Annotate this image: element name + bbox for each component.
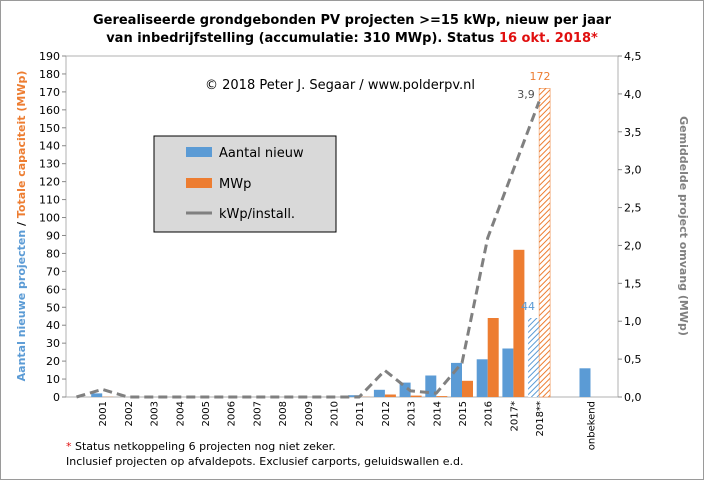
left-axis-ticks: 0 10 20 30 40 50 60 70 80 90 100 110 120 130 140 150 160…	[39, 50, 66, 404]
left-axis-label: Aantal nieuwe projecten / Totale capacit…	[15, 71, 28, 382]
x-tick-label: 2018**	[535, 401, 546, 436]
x-tick-label: 2004	[175, 401, 186, 426]
legend-box	[153, 135, 337, 233]
x-axis-ticks: 2001 2002 2003 2004 2005 2006 2007 2008 2009 2010…	[98, 401, 597, 450]
left-tick-label: 170	[39, 86, 60, 99]
left-tick-label: 10	[46, 373, 60, 386]
left-tick-label: 100	[39, 212, 60, 225]
right-axis-ticks: 0,0 0,5 1,0 1,5 2,0 2,5 3,0 3,5 4,0 4,5	[618, 50, 642, 404]
x-tick-label: 2013	[407, 401, 418, 426]
copyright-text: © 2018 Peter J. Segaar / www.polderpv.nl	[205, 78, 475, 93]
bar-count-2001	[91, 393, 103, 397]
right-tick-label: 1,5	[624, 277, 642, 290]
chart-title-status-date: 16 okt. 2018*	[499, 31, 598, 46]
x-tick-label: 2012	[381, 401, 392, 426]
bar-count-2014	[425, 375, 437, 397]
left-tick-label: 50	[46, 301, 60, 314]
left-tick-label: 90	[46, 229, 60, 242]
bar-count-2017*	[502, 348, 514, 397]
x-tick-label: 2015	[458, 401, 469, 426]
left-axis-label-sep: /	[15, 218, 28, 230]
bar-count-2018**	[528, 318, 540, 397]
bar-count-onbekend	[579, 368, 591, 397]
footnote-1-marker: *	[66, 440, 72, 453]
left-tick-label: 130	[39, 158, 60, 171]
legend-label-mwp: MWp	[219, 177, 251, 192]
legend-swatch-count	[186, 147, 212, 157]
bar-mwp-2016	[487, 318, 499, 397]
legend-label-kwp: kWp/install.	[219, 207, 295, 222]
right-tick-label: 3,0	[624, 164, 642, 177]
left-tick-label: 150	[39, 122, 60, 135]
left-tick-label: 120	[39, 176, 60, 189]
left-tick-label: 0	[53, 391, 60, 404]
x-tick-label: 2007	[252, 401, 263, 426]
right-tick-label: 1,0	[624, 315, 642, 328]
right-tick-label: 4,5	[624, 50, 642, 63]
right-tick-label: 3,5	[624, 126, 642, 139]
x-tick-label: onbekend	[587, 401, 598, 450]
bar-count-2013	[399, 382, 411, 397]
left-tick-label: 80	[46, 247, 60, 260]
bar-count-2015	[451, 362, 462, 397]
x-tick-label: 2009	[304, 401, 315, 426]
left-axis-label-capacity: Totale capaciteit (MWp)	[15, 71, 28, 218]
right-tick-label: 2,0	[624, 239, 642, 252]
x-tick-label: 2016	[484, 401, 495, 426]
footnote-1-text: Status netkoppeling 6 projecten nog niet…	[72, 440, 336, 453]
data-label-mwp-2018: 172	[530, 70, 551, 83]
legend-swatch-mwp	[186, 178, 212, 188]
left-axis-label-count: Aantal nieuwe projecten	[15, 230, 28, 382]
bar-count-2011	[348, 395, 360, 397]
footnote-2: Inclusief projecten op afvaldepots. Excl…	[66, 455, 463, 468]
bar-mwp-2014	[436, 396, 448, 397]
right-tick-label: 2,5	[624, 202, 642, 215]
left-tick-label: 30	[46, 337, 60, 350]
x-tick-label: 2003	[150, 401, 161, 426]
left-tick-label: 70	[46, 265, 60, 278]
bars-group	[91, 88, 591, 398]
left-tick-label: 60	[46, 283, 60, 296]
left-tick-label: 160	[39, 104, 60, 117]
line-kwp-install	[76, 100, 541, 399]
right-tick-label: 0,0	[624, 391, 642, 404]
chart-title-line2: van inbedrijfstelling (accumulatie: 310 …	[106, 31, 598, 46]
left-tick-label: 110	[39, 194, 60, 207]
bar-mwp-2013	[410, 395, 422, 397]
chart-title-line1: Gerealiseerde grondgebonden PV projecten…	[93, 13, 612, 28]
bar-count-2016	[476, 359, 488, 397]
data-label-kwp-2018: 3,9	[517, 88, 535, 101]
x-tick-label: 2001	[98, 401, 109, 426]
left-tick-label: 190	[39, 50, 60, 63]
left-tick-label: 20	[46, 355, 60, 368]
x-tick-label: 2017*	[509, 401, 520, 431]
bar-mwp-2017*	[513, 249, 525, 397]
legend-label-count: Aantal nieuw	[219, 146, 304, 161]
kwp-line-group	[76, 100, 541, 399]
x-tick-label: 2011	[355, 401, 366, 426]
x-tick-label: 2008	[278, 401, 289, 426]
legend: Aantal nieuw MWp kWp/install.	[153, 135, 337, 233]
right-tick-label: 0,5	[624, 353, 642, 366]
footnote-1: * Status netkoppeling 6 projecten nog ni…	[66, 440, 336, 453]
x-tick-label: 2005	[201, 401, 212, 426]
left-tick-label: 40	[46, 319, 60, 332]
bar-mwp-2012	[384, 394, 396, 397]
x-tick-label: 2002	[124, 401, 135, 426]
bar-count-2012	[373, 389, 385, 397]
right-tick-label: 4,0	[624, 88, 642, 101]
x-tick-label: 2010	[330, 401, 341, 426]
bar-mwp-2018**	[538, 88, 551, 398]
x-tick-label: 2006	[227, 401, 238, 426]
left-tick-label: 140	[39, 140, 60, 153]
bar-mwp-2015	[462, 380, 473, 397]
x-tick-label: 2014	[432, 401, 443, 426]
data-label-count-2018: 44	[521, 300, 535, 313]
left-tick-label: 180	[39, 68, 60, 81]
chart-title-line2-text: van inbedrijfstelling (accumulatie: 310 …	[106, 31, 499, 46]
right-axis-label: Gemiddelde project omvang (MWp)	[677, 116, 690, 336]
